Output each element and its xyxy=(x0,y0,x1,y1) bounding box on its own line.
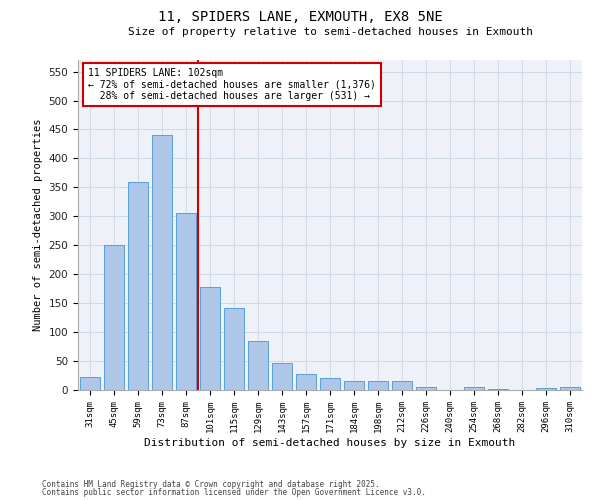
Bar xyxy=(296,374,316,390)
Bar xyxy=(176,214,196,390)
Bar xyxy=(104,246,124,390)
Bar xyxy=(224,308,244,390)
Bar xyxy=(368,380,388,390)
Y-axis label: Number of semi-detached properties: Number of semi-detached properties xyxy=(33,118,43,331)
Text: Contains HM Land Registry data © Crown copyright and database right 2025.: Contains HM Land Registry data © Crown c… xyxy=(42,480,380,489)
Bar xyxy=(248,341,268,390)
Bar xyxy=(272,363,292,390)
Text: Contains public sector information licensed under the Open Government Licence v3: Contains public sector information licen… xyxy=(42,488,426,497)
X-axis label: Distribution of semi-detached houses by size in Exmouth: Distribution of semi-detached houses by … xyxy=(145,438,515,448)
Bar xyxy=(344,382,364,390)
Bar xyxy=(200,287,220,390)
Title: Size of property relative to semi-detached houses in Exmouth: Size of property relative to semi-detach… xyxy=(128,27,533,37)
Bar xyxy=(464,387,484,390)
Bar xyxy=(416,386,436,390)
Bar xyxy=(152,136,172,390)
Bar xyxy=(320,378,340,390)
Bar xyxy=(536,388,556,390)
Text: 11, SPIDERS LANE, EXMOUTH, EX8 5NE: 11, SPIDERS LANE, EXMOUTH, EX8 5NE xyxy=(158,10,442,24)
Bar xyxy=(80,378,100,390)
Text: 11 SPIDERS LANE: 102sqm
← 72% of semi-detached houses are smaller (1,376)
  28% : 11 SPIDERS LANE: 102sqm ← 72% of semi-de… xyxy=(88,68,376,102)
Bar xyxy=(560,387,580,390)
Bar xyxy=(392,380,412,390)
Bar xyxy=(128,182,148,390)
